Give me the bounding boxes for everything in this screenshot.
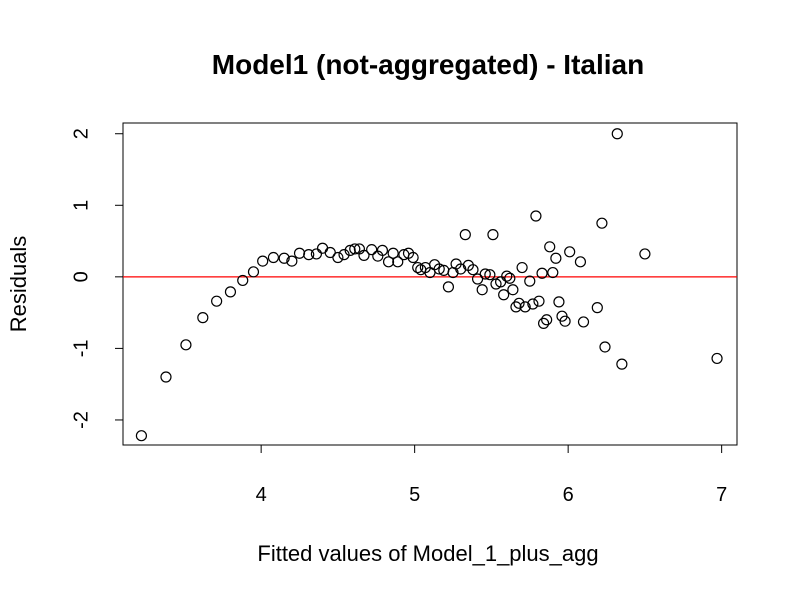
scatter-point bbox=[530, 210, 542, 222]
y-tick-label: 0 bbox=[70, 271, 92, 282]
scatter-point bbox=[507, 284, 519, 296]
scatter-point bbox=[533, 295, 545, 307]
x-axis-ticks: 4 5 6 7 bbox=[256, 445, 727, 506]
scatter-point bbox=[564, 246, 576, 258]
scatter-point bbox=[504, 272, 516, 284]
scatter-point bbox=[442, 281, 455, 293]
scatter-point bbox=[332, 251, 344, 264]
scatter-point bbox=[382, 256, 395, 268]
scatter-points bbox=[135, 128, 723, 442]
y-tick-label: -2 bbox=[70, 411, 92, 429]
scatter-point bbox=[574, 256, 587, 268]
scatter-point bbox=[358, 249, 370, 261]
scatter-point bbox=[527, 298, 539, 310]
scatter-point bbox=[577, 316, 590, 328]
scatter-point bbox=[237, 274, 249, 287]
scatter-point bbox=[286, 255, 298, 267]
scatter-point bbox=[407, 251, 419, 264]
scatter-point bbox=[513, 297, 525, 309]
x-tick-label: 6 bbox=[563, 484, 574, 506]
scatter-point bbox=[550, 252, 562, 264]
y-axis-label: Residuals bbox=[6, 236, 31, 333]
scatter-point bbox=[639, 248, 651, 260]
plot-frame bbox=[122, 122, 738, 446]
scatter-point bbox=[433, 263, 445, 275]
scatter-point bbox=[479, 268, 491, 280]
scatter-point bbox=[711, 352, 723, 365]
scatter-point bbox=[524, 275, 536, 287]
y-tick-label: 2 bbox=[70, 128, 92, 139]
scatter-point bbox=[611, 128, 623, 140]
scatter-point bbox=[510, 301, 522, 313]
scatter-point bbox=[599, 341, 611, 353]
scatter-point bbox=[247, 266, 260, 278]
scatter-point bbox=[516, 261, 528, 274]
scatter-point bbox=[537, 317, 550, 329]
scatter-point bbox=[559, 315, 571, 327]
scatter-point bbox=[211, 295, 223, 307]
scatter-point bbox=[487, 229, 499, 241]
scatter-point bbox=[596, 217, 608, 229]
y-tick-label: -1 bbox=[70, 340, 92, 358]
scatter-point bbox=[197, 312, 209, 324]
x-tick-label: 7 bbox=[716, 484, 727, 506]
scatter-point bbox=[476, 284, 488, 296]
scatter-point bbox=[303, 249, 315, 261]
y-tick-label: 1 bbox=[70, 200, 92, 211]
scatter-point bbox=[553, 296, 565, 308]
scatter-point bbox=[267, 251, 280, 264]
scatter-point bbox=[547, 266, 559, 279]
scatter-point bbox=[498, 289, 510, 301]
scatter-point bbox=[392, 256, 404, 268]
y-axis-ticks: -2 -1 0 1 2 bbox=[70, 128, 123, 429]
scatter-point bbox=[180, 339, 192, 351]
scatter-point bbox=[544, 241, 556, 253]
scatter-point bbox=[501, 270, 513, 282]
scatter-point bbox=[135, 430, 148, 442]
x-tick-label: 4 bbox=[256, 484, 267, 506]
scatter-point bbox=[310, 248, 323, 260]
scatter-point bbox=[349, 243, 361, 255]
scatter-point bbox=[366, 244, 378, 256]
scatter-point bbox=[324, 246, 336, 259]
scatter-point bbox=[471, 273, 484, 285]
scatter-point bbox=[591, 302, 603, 314]
scatter-point bbox=[541, 314, 553, 326]
scatter-point bbox=[224, 286, 237, 298]
scatter-point bbox=[412, 261, 424, 274]
scatter-point bbox=[616, 358, 628, 370]
scatter-point bbox=[293, 247, 306, 259]
scatter-point bbox=[160, 371, 172, 383]
scatter-point bbox=[459, 229, 471, 241]
scatter-point bbox=[484, 269, 496, 281]
x-axis-label: Fitted values of Model_1_plus_agg bbox=[257, 541, 598, 566]
scatter-point bbox=[278, 252, 290, 264]
scatter-point bbox=[257, 255, 269, 267]
chart-title: Model1 (not-aggregated) - Italian bbox=[212, 49, 644, 80]
scatter-point bbox=[467, 264, 479, 276]
scatter-point bbox=[519, 301, 531, 313]
scatter-point bbox=[316, 242, 329, 254]
x-tick-label: 5 bbox=[409, 484, 420, 506]
scatter-point bbox=[536, 267, 548, 279]
scatter-point bbox=[376, 244, 389, 256]
scatter-point bbox=[387, 247, 399, 259]
